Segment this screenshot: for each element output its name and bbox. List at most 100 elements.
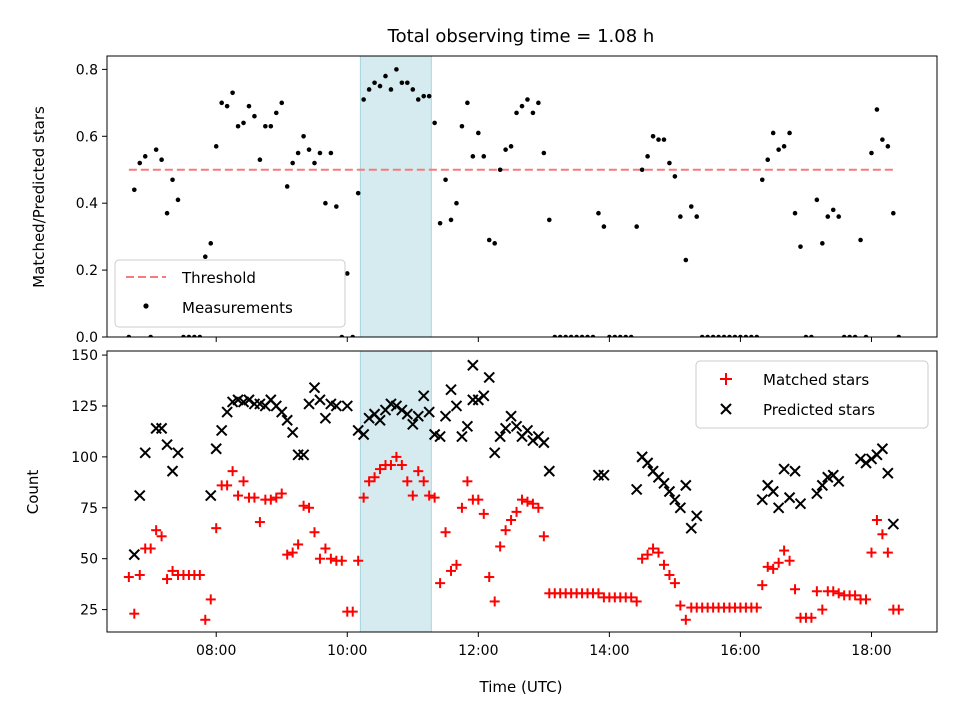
- predicted-star-point: [407, 418, 419, 431]
- measurement-point: [830, 207, 836, 213]
- measurement-point: [661, 137, 667, 142]
- bottom-y-axis-label: Count: [24, 470, 42, 515]
- measurement-point: [727, 334, 732, 337]
- measurement-point: [792, 210, 798, 216]
- matched-star-point: [265, 494, 276, 505]
- measurement-point: [405, 80, 410, 86]
- predicted-star-point: [286, 426, 299, 439]
- matched-star-point: [533, 502, 544, 513]
- measurement-point: [246, 103, 252, 109]
- predicted-star-point: [816, 479, 829, 492]
- matched-star-point: [680, 614, 691, 625]
- x-axis-label: Time (UTC): [479, 678, 563, 696]
- measurement-point: [142, 154, 148, 159]
- measurement-point: [705, 334, 710, 337]
- matched-star-point: [658, 559, 669, 570]
- matched-star-point: [675, 600, 686, 611]
- predicted-star-point: [674, 502, 687, 514]
- top-plot-area: [126, 67, 902, 337]
- top-legend-box: [114, 259, 346, 328]
- measurement-point: [323, 200, 328, 206]
- measurement-point: [738, 334, 743, 337]
- measurement-point: [754, 334, 760, 337]
- matched-star-point: [418, 476, 429, 487]
- bottom-y-tick-label: 150: [71, 348, 98, 364]
- predicted-star-point: [789, 465, 801, 477]
- matched-star-point: [451, 559, 462, 570]
- top-y-tick-label: 0.2: [76, 263, 98, 279]
- matched-star-point: [538, 531, 549, 542]
- matched-star-point: [751, 602, 762, 613]
- measurement-point: [252, 113, 257, 119]
- matched-star-point: [353, 555, 364, 566]
- measurement-point: [355, 190, 361, 196]
- measurement-point: [541, 150, 547, 156]
- measurement-point: [863, 334, 869, 337]
- bottom-y-tick-label: 100: [71, 450, 98, 466]
- matched-star-point: [626, 592, 637, 603]
- matched-star-point: [850, 590, 861, 601]
- measurement-point: [273, 110, 279, 116]
- matched-star-point: [833, 588, 844, 599]
- measurement-point: [197, 334, 203, 337]
- measurement-point: [623, 334, 629, 337]
- matched-star-point: [151, 525, 162, 536]
- matched-star-point: [790, 584, 801, 595]
- matched-star-point: [134, 569, 145, 580]
- measurement-point: [241, 120, 246, 126]
- matched-star-point: [669, 578, 680, 589]
- measurement-point: [208, 241, 214, 246]
- bottom-y-tick-label: 125: [71, 399, 98, 415]
- matched-star-point: [527, 498, 538, 509]
- measurement-point: [132, 187, 137, 193]
- matched-star-point: [653, 547, 664, 558]
- measurement-point: [585, 334, 590, 337]
- matched-star-point: [861, 594, 872, 605]
- measurement-point: [759, 177, 765, 183]
- matched-star-point: [396, 460, 407, 471]
- predicted-star-point: [450, 400, 463, 412]
- measurement-point: [688, 204, 694, 209]
- predicted-star-point: [882, 467, 894, 479]
- measurement-point: [770, 130, 776, 136]
- predicted-star-point: [494, 430, 506, 443]
- measurement-point: [235, 123, 241, 129]
- legend-predicted-swatch: [720, 403, 732, 415]
- measurement-point: [230, 90, 235, 96]
- top-legend: Threshold Measurements: [114, 259, 346, 328]
- matched-star-point: [446, 565, 457, 576]
- x-tick-label: 14:00: [589, 643, 629, 659]
- predicted-star-point: [439, 410, 452, 422]
- predicted-star-point: [434, 430, 446, 443]
- predicted-star-point: [297, 449, 310, 461]
- measurement-point: [312, 160, 317, 166]
- matched-star-point: [194, 569, 205, 580]
- measurement-point: [803, 334, 809, 337]
- measurement-point: [317, 150, 323, 156]
- matched-star-point: [375, 464, 386, 475]
- measurement-point: [290, 160, 295, 166]
- matched-star-point: [768, 563, 779, 574]
- matched-star-point: [593, 588, 604, 599]
- measurement-point: [656, 137, 661, 142]
- measurement-point: [377, 83, 383, 89]
- measurement-point: [596, 210, 601, 216]
- measurement-point: [372, 80, 377, 86]
- measurement-point: [268, 123, 274, 129]
- measurement-point: [825, 214, 831, 219]
- predicted-star-point: [215, 424, 228, 437]
- predicted-star-point: [205, 489, 217, 502]
- bottom-y-tick-label: 25: [80, 603, 98, 619]
- measurement-point: [574, 334, 579, 337]
- measurement-point: [415, 97, 421, 102]
- measurement-point: [601, 224, 607, 229]
- matched-star-point: [424, 490, 435, 501]
- predicted-star-point: [510, 420, 523, 433]
- top-y-axis-label: Matched/Predicted stars: [30, 106, 48, 288]
- measurement-point: [716, 334, 721, 337]
- legend-threshold-label: Threshold: [181, 269, 256, 287]
- top-axes-frame: [106, 55, 938, 338]
- matched-star-point: [456, 502, 467, 513]
- measurement-point: [672, 174, 678, 179]
- measurement-point: [426, 93, 432, 99]
